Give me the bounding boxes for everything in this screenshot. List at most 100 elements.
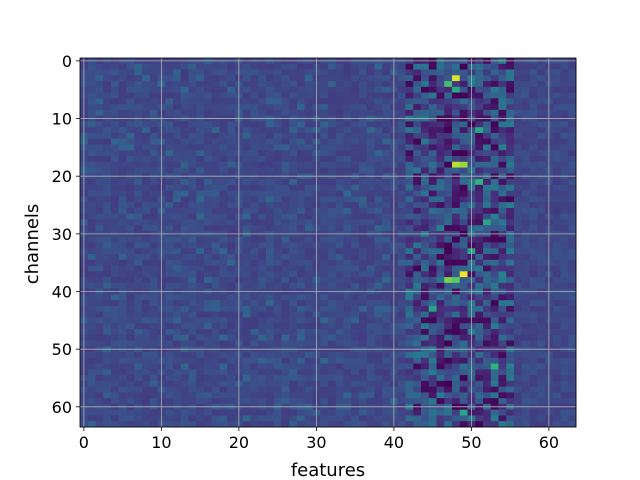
heatmap-cell — [103, 196, 112, 203]
heatmap-cell — [258, 305, 267, 313]
heatmap-cell — [250, 254, 259, 261]
heatmap-cell — [126, 109, 135, 117]
heatmap-cell — [320, 121, 329, 128]
heatmap-cell — [328, 144, 337, 151]
heatmap-cell — [514, 86, 523, 93]
heatmap-cell — [405, 236, 414, 243]
heatmap-cell — [134, 150, 143, 157]
heatmap-cell — [111, 167, 120, 174]
heatmap-cell — [242, 75, 251, 82]
heatmap-cell — [537, 144, 546, 151]
heatmap-cell — [560, 357, 569, 364]
heatmap-cell — [180, 363, 189, 370]
heatmap-cell — [436, 138, 445, 145]
heatmap-cell — [459, 334, 468, 341]
heatmap-cell — [560, 352, 569, 359]
heatmap-cell — [242, 328, 251, 336]
heatmap-cell — [560, 415, 569, 422]
heatmap-cell — [196, 202, 205, 209]
heatmap-cell — [204, 121, 213, 128]
heatmap-cell — [498, 161, 507, 168]
heatmap-cell — [211, 254, 220, 261]
heatmap-cell — [498, 340, 507, 347]
heatmap-cell — [405, 409, 414, 416]
heatmap-cell — [552, 311, 561, 318]
heatmap-cell — [428, 236, 437, 243]
heatmap-cell — [490, 127, 499, 134]
heatmap-cell — [266, 190, 275, 197]
heatmap-cell — [142, 219, 151, 226]
heatmap-cell — [165, 86, 174, 93]
heatmap-cell — [273, 369, 282, 376]
heatmap-cell — [529, 363, 538, 370]
heatmap-cell — [149, 167, 158, 174]
heatmap-cell — [498, 156, 507, 163]
heatmap-cell — [343, 179, 352, 186]
heatmap-cell — [320, 138, 329, 145]
heatmap-cell — [196, 213, 205, 220]
heatmap-cell — [498, 328, 507, 336]
heatmap-cell — [374, 421, 383, 428]
heatmap-cell — [428, 144, 437, 151]
heatmap-cell — [173, 421, 182, 428]
heatmap-cell — [351, 328, 360, 336]
heatmap-cell — [452, 63, 461, 70]
heatmap-cell — [413, 75, 422, 82]
heatmap-cell — [227, 202, 236, 209]
heatmap-cell — [552, 277, 561, 284]
heatmap-cell — [227, 75, 236, 82]
heatmap-cell — [103, 184, 112, 192]
heatmap-cell — [514, 150, 523, 157]
heatmap-cell — [95, 81, 104, 88]
heatmap-cell — [514, 144, 523, 151]
heatmap-cell — [204, 104, 213, 111]
heatmap-cell — [506, 196, 515, 203]
heatmap-cell — [304, 369, 313, 376]
heatmap-cell — [219, 375, 228, 382]
heatmap-cell — [297, 357, 306, 364]
heatmap-cell — [328, 69, 337, 76]
heatmap-cell — [258, 392, 267, 399]
heatmap-cell — [459, 161, 468, 168]
heatmap-cell — [289, 363, 298, 370]
heatmap-cell — [258, 277, 267, 284]
heatmap-cell — [196, 311, 205, 318]
heatmap-cell — [405, 259, 414, 266]
heatmap-cell — [514, 167, 523, 174]
heatmap-cell — [552, 202, 561, 209]
heatmap-cell — [374, 161, 383, 168]
heatmap-cell — [343, 294, 352, 301]
heatmap-cell — [382, 254, 391, 261]
heatmap-cell — [537, 271, 546, 278]
heatmap-cell — [514, 421, 523, 428]
heatmap-cell — [529, 311, 538, 318]
heatmap-cell — [490, 265, 499, 272]
heatmap-cell — [165, 357, 174, 364]
heatmap-cell — [444, 305, 453, 313]
heatmap-cell — [304, 81, 313, 88]
heatmap-cell — [118, 357, 127, 364]
heatmap-cell — [304, 196, 313, 203]
heatmap-cell — [134, 109, 143, 117]
heatmap-cell — [281, 213, 290, 220]
heatmap-cell — [111, 375, 120, 382]
heatmap-cell — [328, 75, 337, 82]
heatmap-cell — [281, 334, 290, 341]
heatmap-cell — [87, 415, 96, 422]
heatmap-cell — [304, 219, 313, 226]
heatmap-cell — [118, 380, 127, 388]
heatmap-cell — [219, 311, 228, 318]
heatmap-cell — [397, 127, 406, 134]
heatmap-cell — [483, 167, 492, 174]
heatmap-cell — [87, 294, 96, 301]
heatmap-cell — [289, 184, 298, 192]
heatmap-cell — [281, 363, 290, 370]
heatmap-cell — [188, 161, 197, 168]
heatmap-cell — [521, 352, 530, 359]
heatmap-cell — [475, 380, 484, 388]
heatmap-cell — [196, 305, 205, 313]
heatmap-cell — [537, 357, 546, 364]
heatmap-cell — [366, 300, 375, 307]
heatmap-cell — [475, 317, 484, 324]
heatmap-cell — [103, 81, 112, 88]
